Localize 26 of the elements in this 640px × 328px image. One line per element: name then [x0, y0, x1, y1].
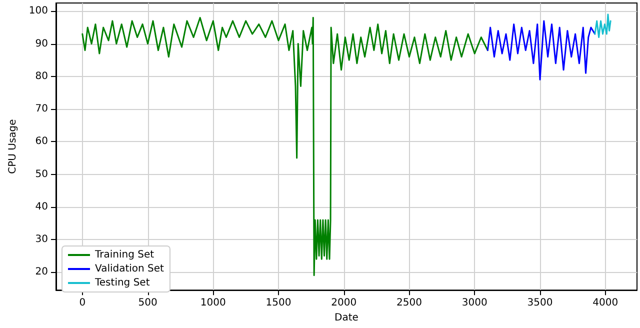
line-series [594, 14, 612, 38]
line-series [82, 16, 488, 276]
x-axis-title: Date [334, 312, 358, 324]
y-axis-title: CPU Usage [8, 119, 18, 174]
x-tick-label: 3000 [462, 298, 488, 309]
x-tick-label: 3500 [527, 298, 553, 309]
legend-label: Training Set [94, 250, 154, 260]
y-tick-label: 30 [35, 234, 48, 246]
x-tick-label: 2500 [396, 298, 422, 309]
legend-label: Testing Set [94, 278, 150, 288]
y-tick-label: 50 [35, 168, 48, 180]
x-tick-label: 0 [79, 298, 86, 309]
legend-label: Validation Set [95, 264, 164, 274]
y-tick-label: 60 [35, 136, 48, 148]
x-tick-label: 2000 [331, 298, 357, 309]
x-tick-label: 1500 [266, 298, 292, 309]
y-tick-label: 20 [35, 266, 48, 278]
y-tick-label: 90 [35, 38, 48, 50]
x-tick-label: 4000 [592, 298, 618, 309]
y-tick-label: 70 [35, 104, 48, 115]
line-series [486, 20, 596, 80]
x-tick-label: 1000 [200, 298, 226, 309]
x-tick-label: 500 [138, 298, 158, 309]
y-tick-label: 40 [35, 201, 48, 212]
y-tick-label: 100 [28, 6, 48, 17]
y-tick-label: 80 [35, 70, 48, 82]
